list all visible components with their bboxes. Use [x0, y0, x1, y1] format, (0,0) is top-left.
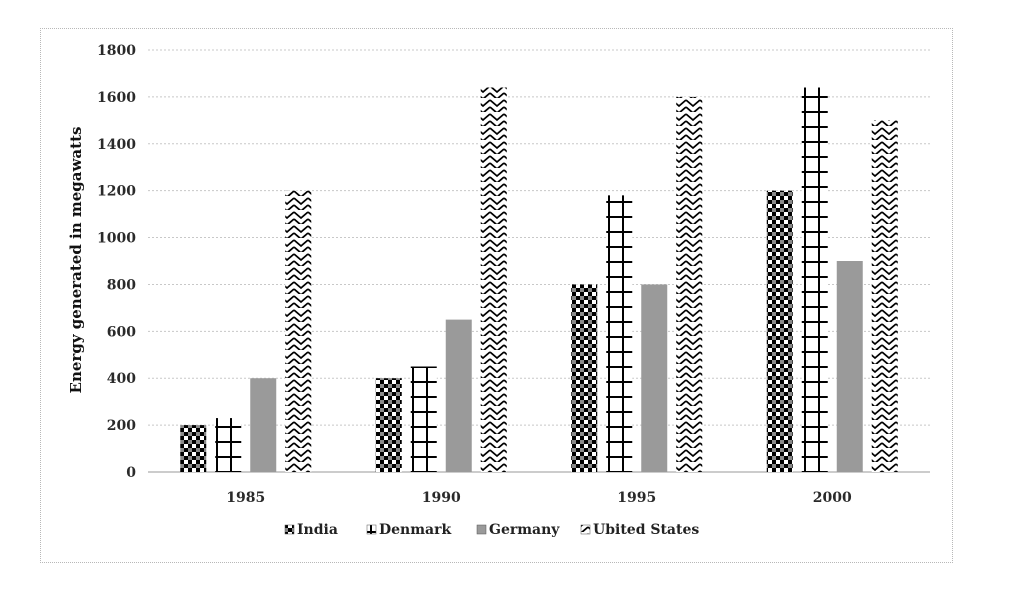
legend-label-ubited-states: Ubited States	[593, 522, 699, 538]
legend-swatch-denmark	[366, 524, 377, 535]
bar-india-1985	[180, 425, 207, 472]
chart-frame	[40, 28, 953, 563]
y-tick-label: 800	[107, 277, 136, 293]
x-tick-label: 1985	[226, 490, 265, 506]
bar-germany-1985	[250, 378, 277, 472]
bar-ubited-states-1995	[676, 96, 703, 472]
y-axis-label: Energy generated in megawatts	[67, 127, 85, 394]
x-tick-label: 1995	[617, 490, 656, 506]
y-tick-label: 0	[126, 465, 136, 481]
bar-ubited-states-1985	[285, 190, 312, 472]
y-tick-label: 1600	[97, 90, 136, 106]
legend-swatch-india	[284, 524, 295, 535]
bar-germany-1990	[445, 319, 472, 472]
y-tick-label: 1000	[97, 231, 136, 247]
bar-denmark-2000	[801, 87, 828, 472]
legend-label-denmark: Denmark	[379, 522, 451, 538]
x-tick-label: 2000	[813, 490, 852, 506]
legend-swatch-ubited-states	[580, 524, 591, 535]
y-tick-label: 400	[107, 371, 136, 387]
y-tick-label: 1200	[97, 184, 136, 200]
y-tick-label: 600	[107, 324, 136, 340]
x-tick-label: 1990	[422, 490, 461, 506]
bar-denmark-1985	[215, 418, 242, 472]
bar-germany-1995	[641, 284, 668, 472]
y-tick-label: 1400	[97, 137, 136, 153]
bar-denmark-1990	[410, 366, 437, 472]
bar-india-2000	[766, 190, 793, 472]
bar-india-1995	[571, 284, 598, 472]
legend-label-germany: Germany	[489, 522, 560, 538]
y-tick-label: 1800	[97, 43, 136, 59]
legend-label-india: India	[297, 522, 338, 538]
y-tick-label: 200	[107, 418, 136, 434]
bar-india-1990	[375, 378, 402, 472]
bar-ubited-states-1990	[480, 87, 507, 472]
legend-swatch-germany	[476, 524, 487, 535]
bar-ubited-states-2000	[871, 120, 898, 472]
bar-denmark-1995	[606, 195, 633, 472]
bar-germany-2000	[836, 261, 863, 472]
